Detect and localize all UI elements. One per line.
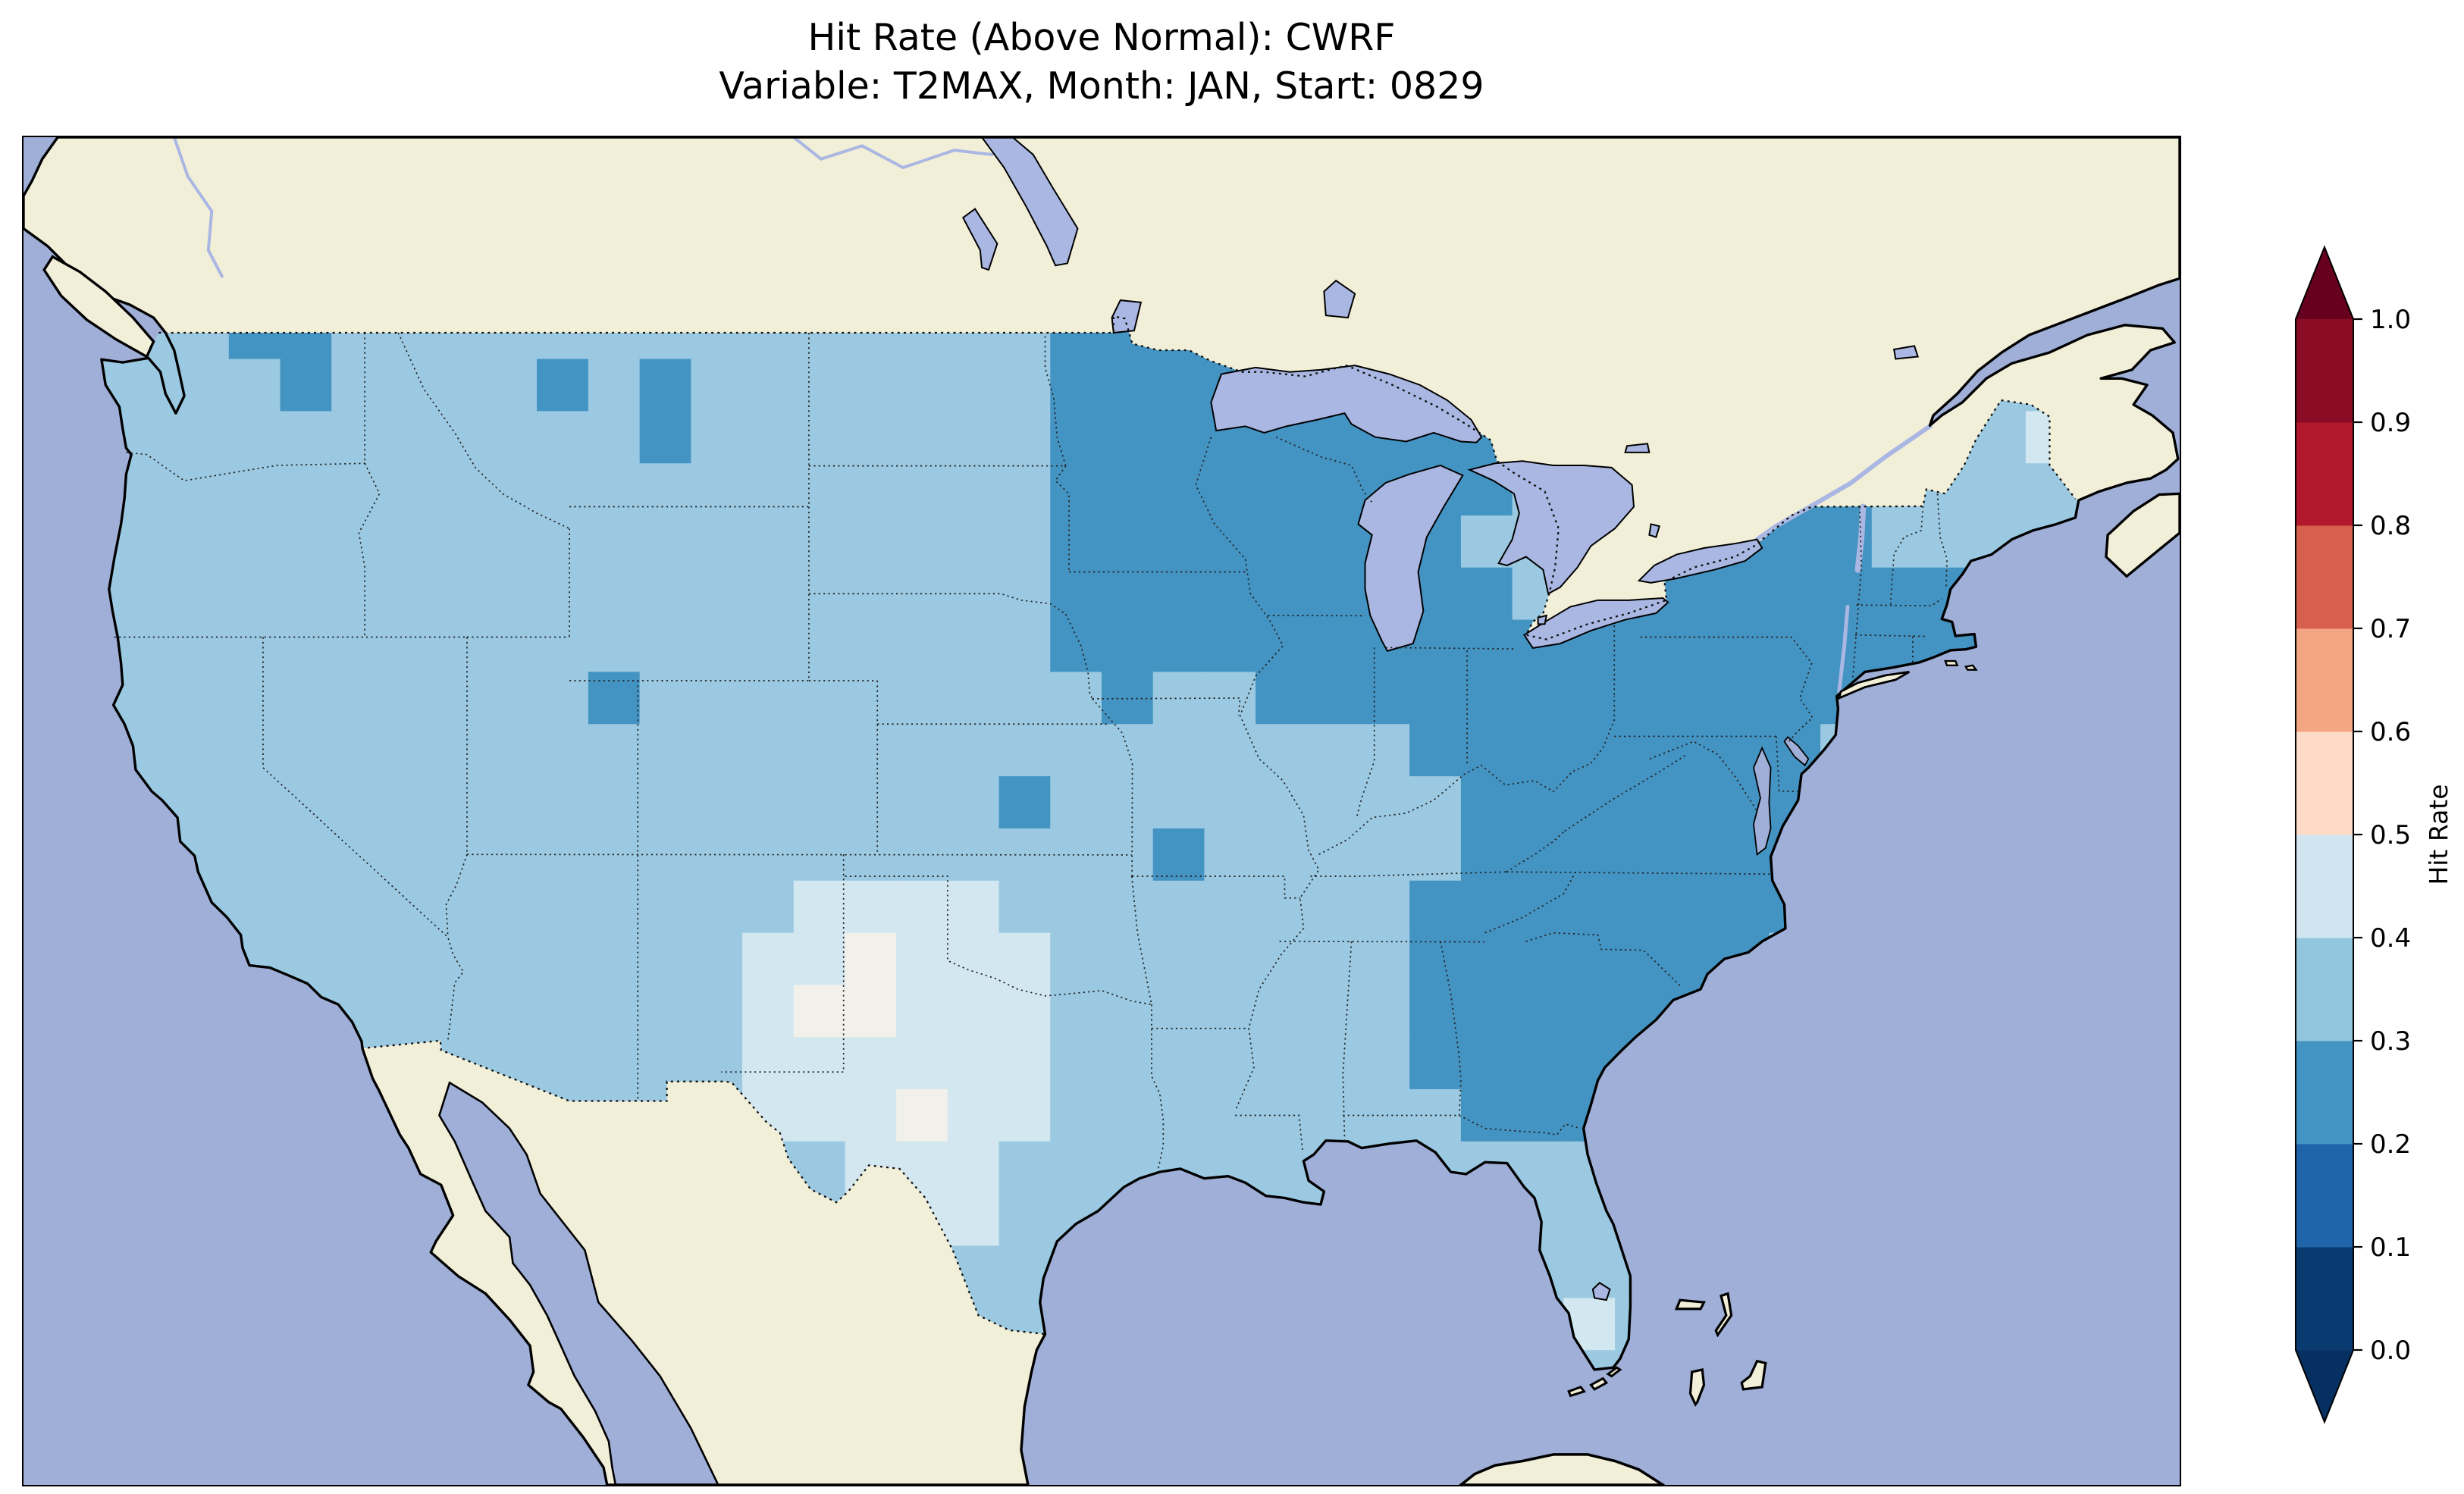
colorbar-extend-high bbox=[2296, 247, 2353, 319]
colorbar-tick-label: 0.1 bbox=[2370, 1232, 2411, 1263]
colorbar-tick-label: 0.6 bbox=[2370, 717, 2411, 747]
gulf-of-california bbox=[438, 1081, 719, 1485]
river bbox=[172, 137, 224, 278]
colorbar-extend-low bbox=[2296, 1350, 2353, 1422]
chart-title-block: Hit Rate (Above Normal): CWRF Variable: … bbox=[22, 14, 2181, 111]
bahamas-island bbox=[1688, 1367, 1706, 1407]
river bbox=[1754, 424, 1933, 542]
us-hit-rate-map bbox=[24, 137, 2180, 1485]
colorbar-tick-label: 0.4 bbox=[2370, 923, 2411, 954]
marthas-vineyard bbox=[1944, 659, 1959, 667]
florida-keys bbox=[1606, 1366, 1622, 1378]
colorbar-tick-label: 0.3 bbox=[2370, 1026, 2411, 1057]
river bbox=[792, 137, 994, 170]
coastline bbox=[24, 137, 2180, 1485]
map-panel bbox=[22, 136, 2181, 1486]
colorbar: 0.0 0.1 0.2 0.3 0.4 0.5 0.6 0.7 0.8 0.9 1.0 Hit Rat… bbox=[2295, 245, 2453, 1424]
delaware-bay bbox=[1783, 736, 1810, 767]
us-canada-border bbox=[158, 315, 2077, 641]
colorbar-tick-label: 0.9 bbox=[2370, 408, 2411, 438]
vancouver-island bbox=[42, 255, 155, 359]
chart-title: Hit Rate (Above Normal): CWRF bbox=[807, 16, 1396, 59]
nantucket bbox=[1964, 664, 1978, 671]
bahamas-island bbox=[1674, 1298, 1706, 1311]
bahamas-island bbox=[1714, 1292, 1733, 1338]
long-island bbox=[1837, 671, 1911, 700]
river bbox=[1854, 503, 1867, 573]
chart-subtitle: Variable: T2MAX, Month: JAN, Start: 0829 bbox=[719, 64, 1484, 108]
river bbox=[1837, 604, 1850, 694]
colorbar-tick-label: 0.7 bbox=[2370, 614, 2411, 644]
chesapeake-bay bbox=[1753, 746, 1772, 856]
colorbar-tick-label: 0.0 bbox=[2370, 1336, 2411, 1366]
nova-scotia bbox=[2105, 492, 2180, 578]
colorbar-tick-label: 1.0 bbox=[2370, 305, 2411, 335]
colorbar-wrap: 0.0 0.1 0.2 0.3 0.4 0.5 0.6 0.7 0.8 0.9 1.0 Hit Rat… bbox=[2267, 227, 2464, 1455]
florida-keys bbox=[1589, 1377, 1609, 1391]
colorbar-label: Hit Rate bbox=[2424, 784, 2453, 885]
colorbar-tick-label: 0.2 bbox=[2370, 1129, 2411, 1160]
colorbar-tick-label: 0.8 bbox=[2370, 511, 2411, 541]
cuba bbox=[1459, 1453, 1666, 1485]
state-borders-layer bbox=[114, 332, 1948, 1170]
lakes-layer bbox=[961, 137, 1920, 1301]
florida-keys bbox=[1567, 1386, 1587, 1398]
bahamas-island bbox=[1740, 1359, 1767, 1391]
colorbar-tick-label: 0.5 bbox=[2370, 820, 2411, 850]
